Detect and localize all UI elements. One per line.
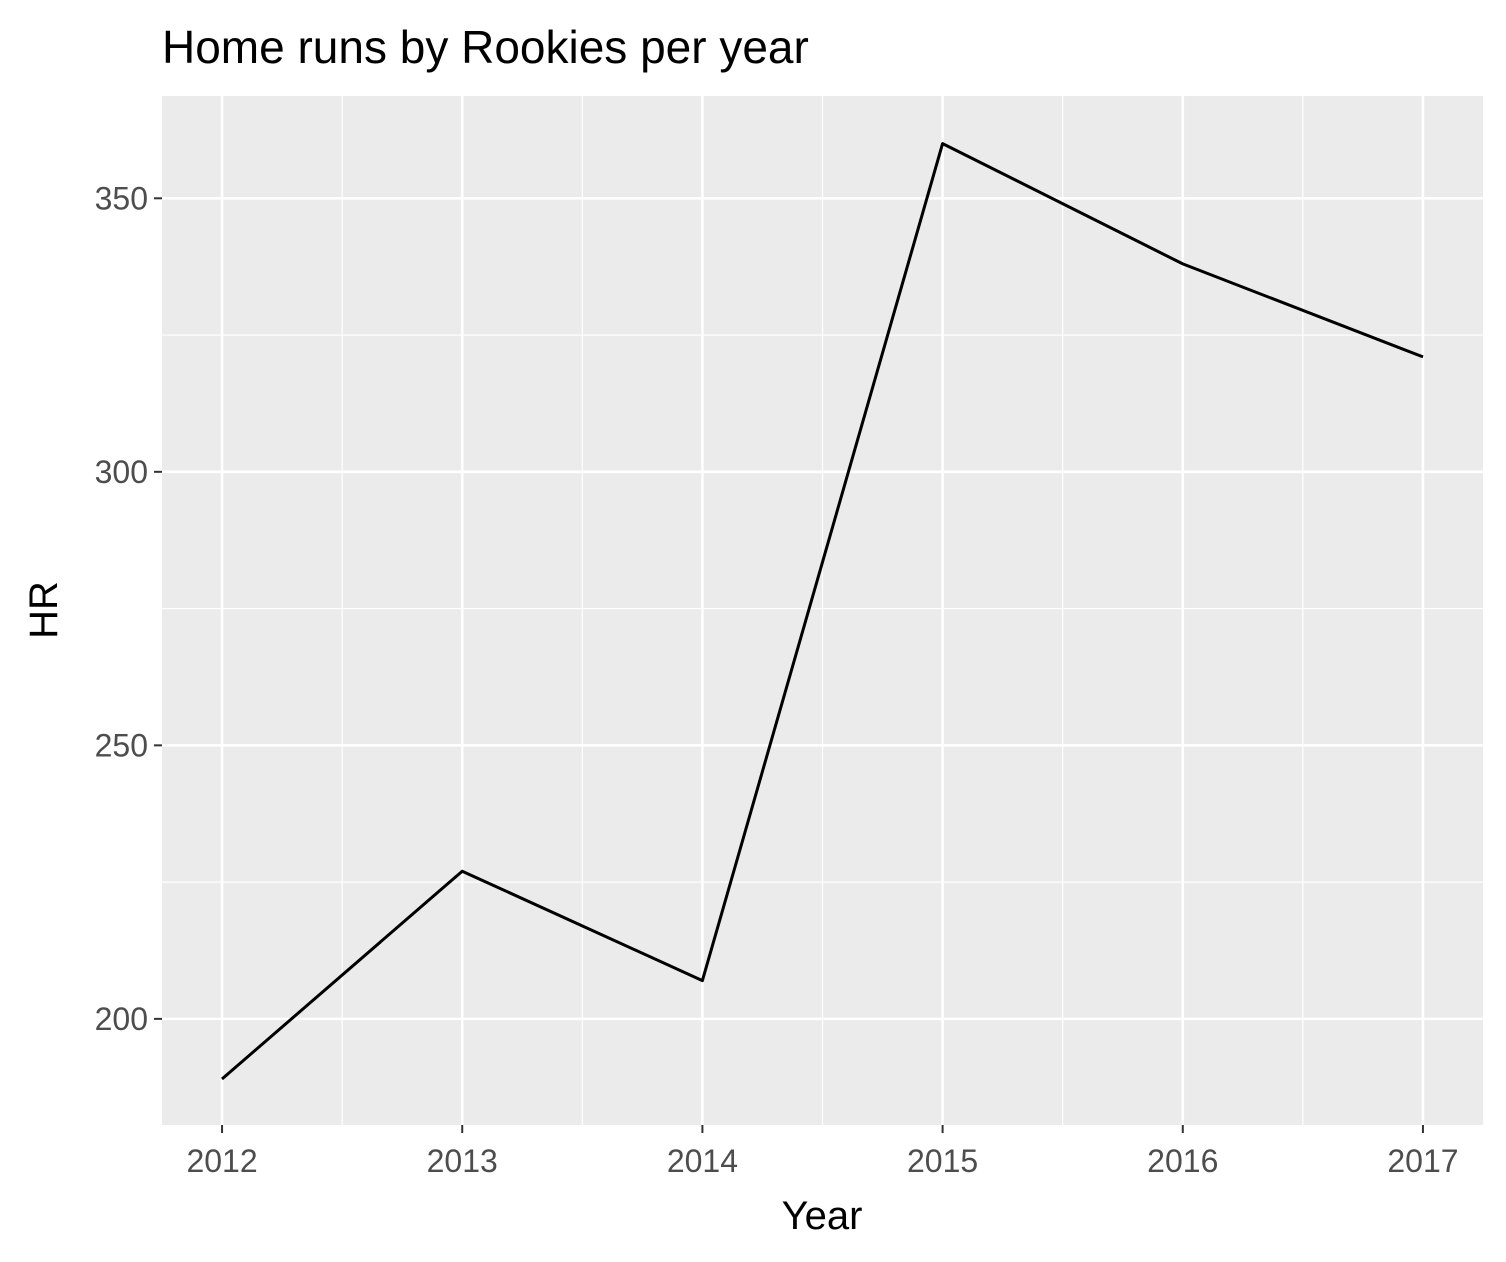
y-tick-label: 200 [95, 1001, 148, 1037]
x-tick-label: 2017 [1387, 1143, 1458, 1179]
y-axis: 200 250 300 350 [95, 180, 162, 1037]
y-axis-title: HR [22, 581, 66, 639]
y-tick-label: 300 [95, 454, 148, 490]
y-tick-label: 250 [95, 727, 148, 763]
x-axis-title: Year [782, 1194, 863, 1238]
chart-title: Home runs by Rookies per year [162, 21, 809, 73]
series-line [221, 142, 1424, 1081]
x-axis: 2012 2013 2014 2015 2016 2017 [186, 1125, 1459, 1179]
x-tick-label: 2015 [907, 1143, 978, 1179]
x-tick-label: 2013 [427, 1143, 498, 1179]
y-tick-label: 350 [95, 180, 148, 216]
major-gridlines [162, 96, 1483, 1125]
x-tick-label: 2012 [186, 1143, 257, 1179]
x-tick-label: 2016 [1147, 1143, 1218, 1179]
x-tick-label: 2014 [667, 1143, 738, 1179]
minor-gridlines [162, 96, 1483, 1125]
